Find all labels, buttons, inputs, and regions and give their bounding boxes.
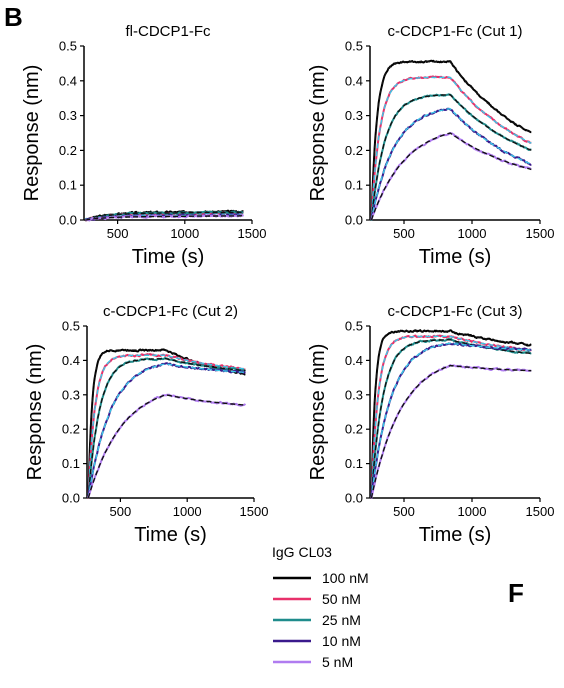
- y-tick-label: 0.3: [62, 387, 80, 402]
- x-tick-label: 500: [107, 226, 129, 241]
- panel-title: c-CDCP1-Fc (Cut 2): [103, 303, 238, 320]
- y-axis-label: Response (nm): [307, 65, 329, 202]
- legend-title: IgG CL03: [272, 544, 332, 560]
- y-tick-label: 0.3: [345, 108, 363, 123]
- fit-line-25-nM: [370, 339, 532, 499]
- y-tick-label: 0.1: [59, 178, 77, 193]
- y-tick-label: 0.0: [345, 213, 363, 228]
- series-line-50-nM: [370, 75, 532, 220]
- fit-line-5-nM: [370, 132, 532, 221]
- fit-line-10-nM: [370, 342, 532, 499]
- x-axis-label: Time (s): [132, 246, 205, 268]
- x-tick-label: 1500: [240, 504, 269, 519]
- x-tick-label: 1000: [458, 226, 487, 241]
- y-tick-label: 0.1: [345, 456, 363, 471]
- y-tick-label: 0.0: [62, 491, 80, 506]
- y-tick-label: 0.3: [345, 387, 363, 402]
- panel-title: fl-CDCP1-Fc: [126, 23, 211, 40]
- panel-title: c-CDCP1-Fc (Cut 3): [387, 303, 522, 320]
- series-line-10-nM: [370, 107, 532, 221]
- y-tick-label: 0.3: [59, 108, 77, 123]
- fit-line-50-nM: [87, 354, 246, 499]
- fit-line-50-nM: [370, 335, 532, 499]
- y-tick-label: 0.5: [62, 319, 80, 334]
- fit-line-100-nM: [87, 349, 246, 499]
- fit-line-10-nM: [87, 363, 246, 499]
- y-tick-label: 0.0: [59, 213, 77, 228]
- y-tick-label: 0.5: [345, 319, 363, 334]
- y-axis-label: Response (nm): [307, 344, 329, 481]
- panels: fl-CDCP1-Fc 0.0 0.1 0.2 0.3 0.4 0.5 500 1000 1500…: [21, 23, 554, 546]
- x-axis-label: Time (s): [419, 524, 492, 546]
- fit-line-5-nM: [87, 394, 246, 499]
- series-line-25-nM: [87, 356, 247, 499]
- x-tick-label: 1500: [238, 226, 267, 241]
- panel-2: c-CDCP1-Fc (Cut 1) 0.0 0.1 0.2 0.3 0.4 0.5 500 1…: [307, 23, 554, 268]
- y-tick-label: 0.5: [345, 39, 363, 54]
- x-axis-label: Time (s): [134, 524, 207, 546]
- fit-line-25-nM: [87, 358, 246, 499]
- x-tick-label: 1000: [173, 504, 202, 519]
- fit-line-5-nM: [85, 215, 244, 221]
- fit-line-25-nM: [85, 211, 244, 221]
- legend-entry: 5 nM: [322, 654, 353, 670]
- fit-line-100-nM: [370, 61, 532, 221]
- y-tick-label: 0.2: [62, 422, 80, 437]
- x-tick-label: 500: [393, 226, 415, 241]
- series-line-25-nM: [370, 93, 532, 221]
- panel-4: c-CDCP1-Fc (Cut 3) 0.0 0.1 0.2 0.3 0.4 0.5 500 1…: [307, 303, 554, 546]
- x-tick-label: 1500: [526, 226, 555, 241]
- series-line-10-nM: [87, 362, 246, 498]
- fit-line-10-nM: [370, 107, 532, 221]
- series-line-5-nM: [87, 393, 247, 498]
- legend-entry: 50 nM: [322, 591, 361, 607]
- fit-line-5-nM: [370, 364, 532, 499]
- y-tick-label: 0.1: [62, 456, 80, 471]
- panel-1: fl-CDCP1-Fc 0.0 0.1 0.2 0.3 0.4 0.5 500 1000 1500…: [21, 23, 266, 268]
- y-tick-label: 0.4: [345, 73, 363, 88]
- legend-entry: 25 nM: [322, 612, 361, 628]
- x-tick-label: 1500: [526, 504, 555, 519]
- panel-label-f: F: [508, 578, 524, 608]
- panel-title: c-CDCP1-Fc (Cut 1): [387, 23, 522, 40]
- y-axis-label: Response (nm): [21, 65, 43, 202]
- legend-entry: 10 nM: [322, 633, 361, 649]
- y-tick-label: 0.5: [59, 39, 77, 54]
- fit-line-100-nM: [370, 330, 532, 499]
- x-tick-label: 1000: [458, 504, 487, 519]
- x-tick-label: 1000: [170, 226, 199, 241]
- legend-entry: 100 nM: [322, 570, 369, 586]
- fit-line-25-nM: [370, 93, 532, 221]
- y-tick-label: 0.0: [345, 491, 363, 506]
- y-tick-label: 0.4: [345, 353, 363, 368]
- y-tick-label: 0.4: [59, 73, 77, 88]
- series-line-100-nM: [370, 329, 532, 499]
- x-tick-label: 500: [110, 504, 132, 519]
- fit-line-50-nM: [370, 76, 532, 221]
- y-tick-label: 0.2: [59, 143, 77, 158]
- y-tick-label: 0.2: [345, 143, 363, 158]
- panel-label-b: B: [4, 2, 23, 32]
- y-axis-label: Response (nm): [24, 344, 46, 481]
- y-tick-label: 0.4: [62, 353, 80, 368]
- y-tick-label: 0.1: [345, 178, 363, 193]
- x-axis-label: Time (s): [419, 246, 492, 268]
- y-tick-label: 0.2: [345, 422, 363, 437]
- panel-3: c-CDCP1-Fc (Cut 2) 0.0 0.1 0.2 0.3 0.4 0.5 500 1…: [24, 303, 268, 546]
- legend: IgG CL03 100 nM 50 nM 25 nM 10 nM 5 nM: [272, 544, 369, 670]
- x-tick-label: 500: [393, 504, 415, 519]
